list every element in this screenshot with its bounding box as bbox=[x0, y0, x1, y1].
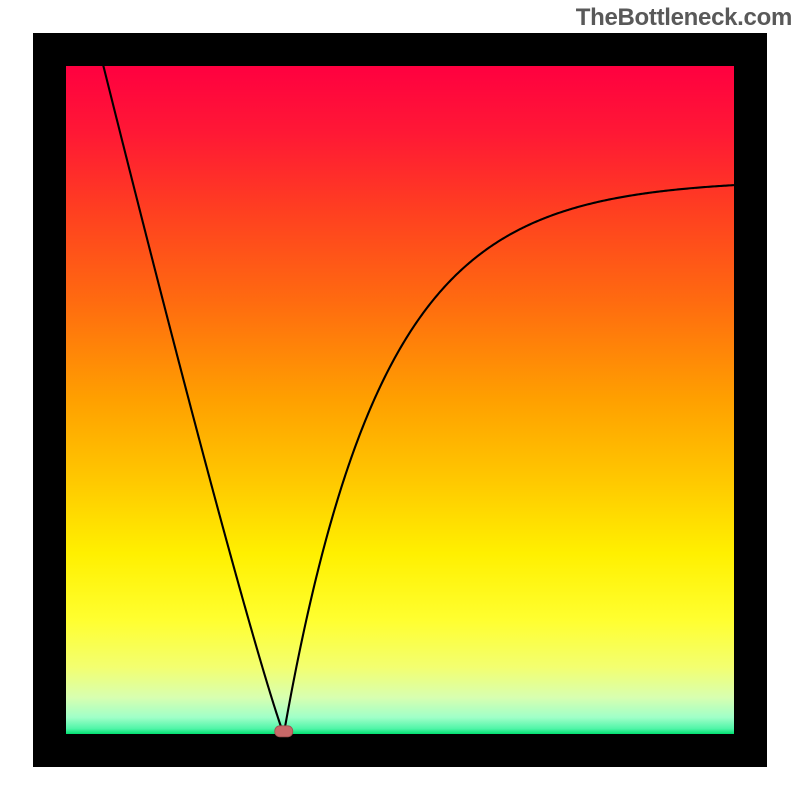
watermark-text: TheBottleneck.com bbox=[576, 4, 792, 32]
plot-background-gradient bbox=[66, 66, 734, 734]
chart-container: TheBottleneck.com bbox=[0, 0, 800, 800]
apex-marker bbox=[275, 726, 293, 737]
bottleneck-plot bbox=[0, 0, 800, 800]
